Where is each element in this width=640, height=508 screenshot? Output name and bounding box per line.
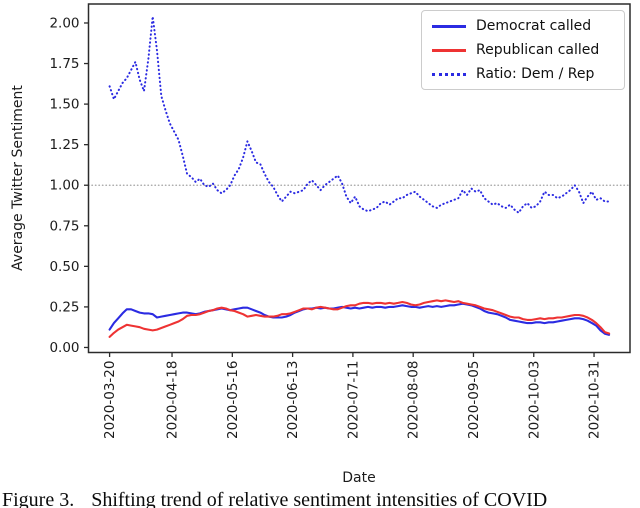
y-tick-label: 0.50 — [49, 259, 79, 275]
series-ratio — [108, 15, 611, 214]
y-tick-label: 1.75 — [49, 56, 79, 72]
republican-line-swatch-icon — [432, 48, 466, 52]
y-tick-label: 1.50 — [49, 97, 79, 113]
x-tick-label: 2020-06-13 — [285, 361, 301, 439]
democrat-line-swatch-icon — [432, 24, 466, 28]
y-axis-label: Average Twitter Sentiment — [10, 85, 26, 271]
x-tick-label: 2020-09-05 — [466, 361, 482, 439]
x-axis-label: Date — [342, 470, 375, 486]
legend-label-ratio: Ratio: Dem / Rep — [476, 66, 595, 82]
y-tick-label: 0.25 — [49, 299, 79, 315]
series-democrat — [108, 302, 611, 336]
x-axis-ticks: 2020-03-20 2020-04-18 2020-05-16 2020-06-13… — [102, 352, 603, 439]
x-tick-label: 2020-04-18 — [165, 361, 181, 439]
y-tick-label: 1.25 — [49, 137, 79, 153]
x-tick-label: 2020-03-20 — [102, 361, 118, 439]
x-tick-label: 2020-10-31 — [587, 361, 603, 439]
chart-legend: Democrat called Republican called Ratio:… — [421, 10, 625, 90]
figure-caption-number: Figure 3. — [2, 489, 75, 508]
y-tick-label: 0.75 — [49, 218, 79, 234]
figure-caption: Figure 3. Shifting trend of relative sent… — [2, 489, 640, 508]
series-republican — [108, 299, 611, 338]
y-tick-label: 1.00 — [49, 178, 79, 194]
y-axis-ticks: 0.00 0.25 0.50 0.75 1.00 1.25 1.50 1.75 2.00 — [49, 15, 89, 356]
y-tick-label: 2.00 — [49, 15, 79, 31]
legend-item-ratio: Ratio: Dem / Rep — [422, 62, 624, 86]
figure-caption-text: Shifting trend of relative sentiment int… — [91, 489, 548, 508]
ratio-dotted-swatch-icon — [432, 72, 466, 76]
x-tick-label: 2020-10-03 — [526, 361, 542, 439]
legend-label-democrat: Democrat called — [476, 18, 592, 34]
legend-item-democrat: Democrat called — [422, 14, 624, 38]
axes-frame — [87, 3, 631, 354]
legend-item-republican: Republican called — [422, 38, 624, 62]
x-tick-label: 2020-07-11 — [345, 361, 361, 439]
x-tick-label: 2020-05-16 — [225, 361, 241, 439]
y-tick-label: 0.00 — [49, 340, 79, 356]
x-tick-label: 2020-08-08 — [406, 361, 422, 439]
legend-label-republican: Republican called — [476, 42, 600, 58]
